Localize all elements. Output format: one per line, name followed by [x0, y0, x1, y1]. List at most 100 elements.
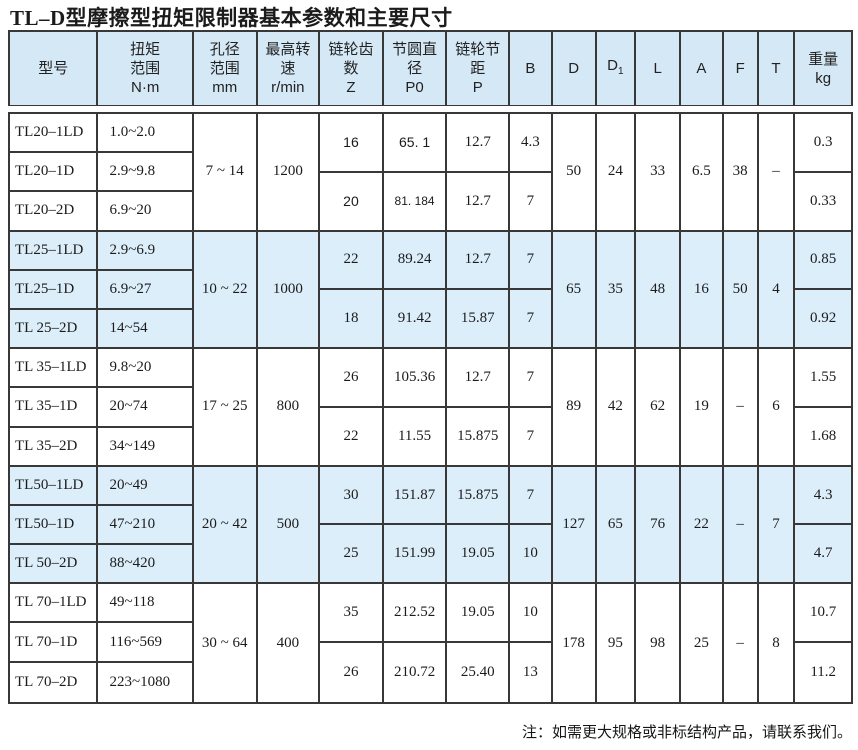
- cell-a: 6.5: [681, 114, 724, 232]
- cell-t: 8: [759, 584, 796, 702]
- cell-d1: 95: [597, 584, 637, 702]
- col-header-d: D: [553, 32, 597, 105]
- cell-bore-range: 10 ~ 22: [193, 231, 258, 350]
- cell-weight: 0.33: [795, 173, 851, 232]
- cell-bore-range: 17 ~ 25: [193, 349, 258, 467]
- cell-teeth-z: 26: [320, 643, 384, 702]
- cell-max-speed: 1200: [257, 114, 321, 232]
- cell-weight: 1.68: [795, 408, 851, 467]
- cell-torque-range: 6.9~27: [98, 270, 194, 310]
- cell-d: 65: [552, 231, 597, 350]
- cell-d1: 42: [596, 349, 637, 467]
- cell-weight: 4.3: [795, 466, 851, 526]
- cell-teeth-z: 30: [320, 466, 384, 526]
- cell-weight: 1.55: [795, 349, 851, 408]
- cell-f: 38: [723, 114, 759, 232]
- cell-pitch-dia: 65. 1: [383, 114, 448, 173]
- cell-a: 22: [681, 466, 724, 585]
- col-header-teeth: 链轮齿数 Z: [320, 32, 384, 105]
- cell-teeth-z: 20: [320, 172, 384, 232]
- cell-model: TL50–1LD: [10, 466, 99, 506]
- page-title: TL–D型摩擦型扭矩限制器基本参数和主要尺寸: [10, 6, 453, 30]
- footer-note: 注：如需更大规格或非标结构产品，请联系我们。: [521, 725, 852, 741]
- cell-weight: 0.92: [795, 290, 851, 350]
- cell-b: 7: [510, 407, 553, 467]
- cell-max-speed: 1000: [257, 231, 321, 350]
- cell-teeth-z: 35: [320, 584, 384, 644]
- col-header-chain-pitch: 链轮节距 P: [447, 32, 511, 105]
- cell-a: 19: [681, 349, 724, 467]
- cell-b: 7: [510, 290, 553, 350]
- cell-torque-range: 34~149: [98, 427, 194, 467]
- cell-weight: 0.85: [795, 231, 851, 291]
- cell-model: TL50–1D: [10, 505, 99, 546]
- cell-teeth-z: 22: [320, 231, 384, 291]
- cell-chain-pitch: 15.875: [447, 466, 511, 526]
- cell-pitch-dia: 11.55: [383, 407, 448, 467]
- cell-f: –: [723, 466, 759, 585]
- cell-pitch-dia: 81. 184: [383, 172, 448, 232]
- cell-b: 7: [510, 231, 553, 291]
- cell-model: TL20–2D: [10, 192, 99, 232]
- cell-chain-pitch: 19.05: [447, 584, 511, 644]
- cell-chain-pitch: 12.7: [447, 172, 511, 232]
- cell-weight: 11.2: [810, 663, 837, 680]
- cell-f: 50: [723, 231, 759, 350]
- cell-model: TL 25–2D: [10, 309, 99, 350]
- cell-teeth-z: 22: [320, 407, 384, 467]
- cell-model: TL 35–2D: [10, 427, 99, 467]
- col-header-t: T: [759, 32, 796, 105]
- cell-t: 4: [758, 231, 796, 350]
- cell-model: TL25–1LD: [10, 231, 99, 271]
- cell-weight: 10.7: [795, 584, 851, 644]
- col-header-l: L: [636, 32, 681, 105]
- col-header-speed: 最高转速 r/min: [258, 32, 321, 105]
- cell-torque-range: 20~74: [98, 388, 194, 428]
- cell-chain-pitch: 12.7: [447, 114, 511, 173]
- cell-b: 4.3: [510, 114, 553, 173]
- cell-pitch-dia: 105.36: [383, 349, 448, 408]
- cell-f: –: [724, 584, 759, 702]
- cell-d: 50: [552, 114, 597, 232]
- cell-max-speed: 800: [257, 349, 321, 467]
- cell-model: TL25–1D: [10, 270, 99, 310]
- cell-torque-range: 20~49: [98, 466, 194, 506]
- cell-b: 7: [510, 349, 553, 408]
- col-header-torque: 扭矩 范围 N·m: [98, 32, 194, 105]
- cell-torque-range: 14~54: [98, 309, 194, 350]
- spec-table-body: TL20–1LD TL20–1D TL20–2D 1.0~2.0 2.9~9.8 6.9~…: [8, 112, 853, 704]
- cell-b: 13: [510, 643, 553, 702]
- col-header-a: A: [681, 32, 724, 105]
- cell-torque-range: 47~210: [98, 505, 194, 546]
- col-header-model: 型号: [10, 32, 99, 105]
- cell-chain-pitch: 25.40: [447, 643, 511, 702]
- cell-chain-pitch: 12.7: [447, 349, 511, 408]
- cell-l: 98: [636, 584, 681, 702]
- col-header-bore: 孔径 范围 mm: [194, 32, 258, 105]
- cell-teeth-z: 16: [320, 114, 384, 173]
- cell-model: TL20–1D: [10, 153, 99, 193]
- col-header-pitch-dia: 节圆直径 P0: [384, 32, 448, 105]
- cell-chain-pitch: 12.7: [447, 231, 511, 291]
- cell-weight: 4.7: [795, 525, 851, 585]
- cell-t: –: [758, 114, 796, 232]
- cell-pitch-dia: 151.99: [383, 525, 448, 585]
- cell-l: 33: [636, 114, 681, 232]
- cell-teeth-z: 25: [320, 525, 384, 585]
- cell-bore-range: 7 ~ 14: [193, 114, 258, 232]
- cell-model: TL 70–1LD: [10, 584, 99, 624]
- cell-max-speed: 400: [258, 584, 321, 702]
- spec-table-header: 型号 扭矩 范围 N·m 孔径 范围 mm 最高转速 r/min 链轮齿数 Z 节圆直径 P0 链轮节距 P…: [8, 30, 853, 106]
- cell-model: TL 35–1LD: [10, 349, 99, 389]
- cell-b: 7: [510, 172, 553, 232]
- cell-torque-range: 116~569: [98, 623, 194, 663]
- cell-a: 16: [681, 231, 724, 350]
- cell-b: 7: [510, 466, 553, 526]
- cell-pitch-dia: 89.24: [383, 231, 448, 291]
- cell-t: 6: [758, 349, 796, 467]
- cell-model: TL 35–1D: [10, 388, 99, 428]
- cell-d: 89: [552, 349, 597, 467]
- cell-t: 7: [758, 466, 796, 585]
- cell-model: TL 50–2D: [10, 545, 99, 585]
- cell-l: 48: [636, 231, 681, 350]
